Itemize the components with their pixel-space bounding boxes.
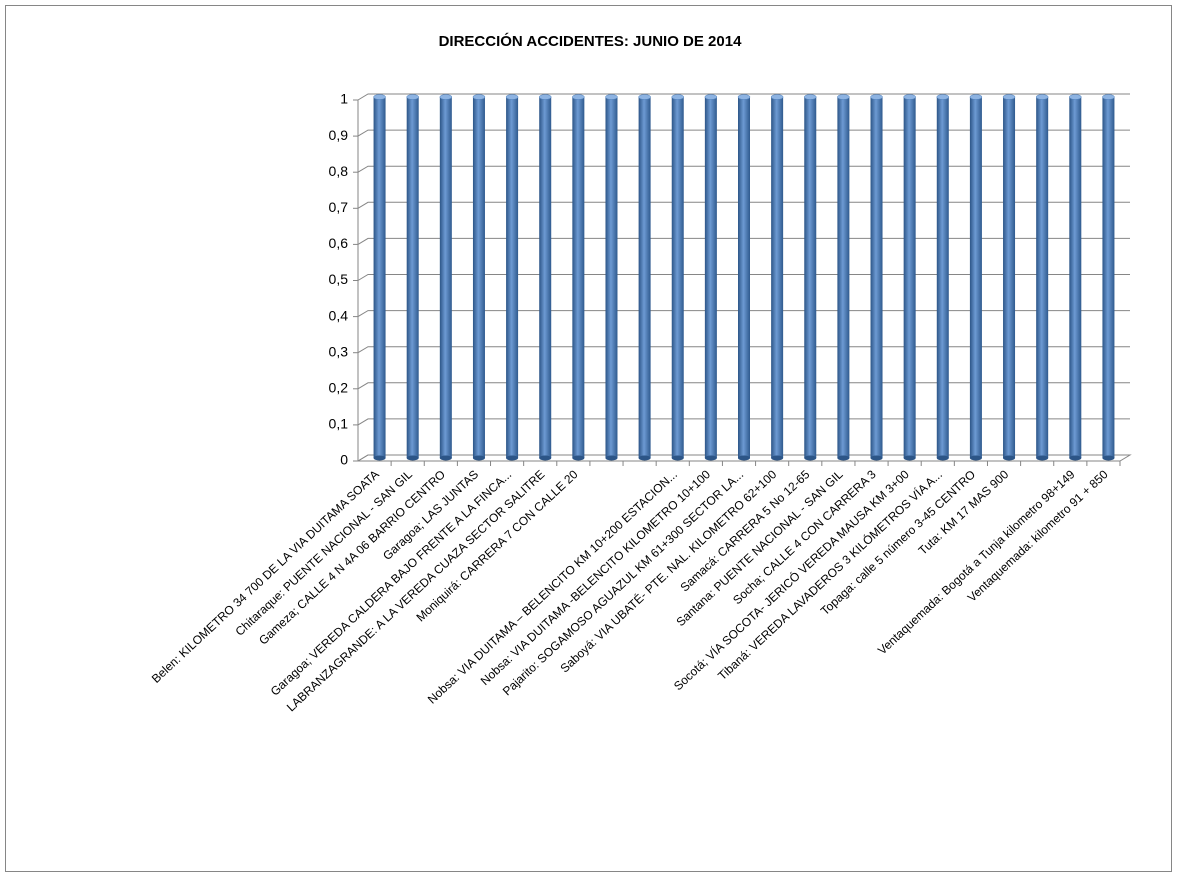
bar-top bbox=[671, 94, 684, 100]
bar-base bbox=[406, 455, 419, 461]
bar-base bbox=[671, 455, 684, 461]
bar-top bbox=[572, 94, 585, 100]
bar-top bbox=[538, 94, 552, 100]
bar-top bbox=[406, 94, 419, 100]
bar bbox=[1036, 97, 1049, 458]
bar-base bbox=[738, 455, 750, 461]
bar-base bbox=[373, 455, 386, 461]
y-tick-label: 0,9 bbox=[329, 127, 349, 143]
bar bbox=[539, 97, 552, 458]
bar-top bbox=[505, 94, 519, 100]
bar-base bbox=[605, 455, 618, 461]
bar bbox=[506, 97, 519, 458]
bar-top bbox=[770, 94, 784, 100]
bar-top bbox=[704, 94, 718, 100]
bar-top bbox=[1102, 94, 1115, 100]
y-tick-label: 0,3 bbox=[329, 343, 349, 359]
bar-base bbox=[936, 455, 949, 461]
bar-top bbox=[837, 94, 850, 100]
bar-base bbox=[903, 455, 916, 461]
bar bbox=[903, 97, 916, 458]
bar-top bbox=[936, 94, 950, 100]
bar-base bbox=[472, 455, 485, 461]
bar bbox=[1102, 97, 1115, 458]
bar-base bbox=[1069, 455, 1082, 461]
y-tick-label: 0,5 bbox=[329, 271, 349, 287]
y-tick-label: 0,1 bbox=[329, 416, 349, 432]
bar-base bbox=[771, 455, 784, 461]
bar-base bbox=[837, 455, 850, 461]
bar bbox=[837, 97, 850, 458]
y-tick-label: 0,6 bbox=[329, 235, 349, 251]
bar-base bbox=[870, 455, 883, 461]
bar-top bbox=[903, 94, 916, 100]
y-tick-label: 0,8 bbox=[329, 163, 349, 179]
bar bbox=[1069, 97, 1082, 458]
bar-base bbox=[1003, 455, 1016, 461]
bar bbox=[1003, 97, 1016, 458]
chart-frame bbox=[5, 5, 1172, 872]
bar bbox=[671, 97, 684, 458]
bar-base bbox=[539, 455, 552, 461]
bar-base bbox=[1102, 455, 1115, 461]
bar-top bbox=[1002, 94, 1016, 100]
bar-top bbox=[439, 94, 453, 100]
chart-title: DIRECCIÓN ACCIDENTES: JUNIO DE 2014 bbox=[439, 32, 742, 50]
bar bbox=[439, 97, 452, 458]
y-tick-label: 0,2 bbox=[329, 380, 349, 396]
bar bbox=[373, 97, 386, 458]
bar-base bbox=[506, 455, 519, 461]
bar bbox=[406, 97, 419, 458]
bar-base bbox=[1036, 455, 1049, 461]
bar-top bbox=[472, 94, 486, 100]
y-tick-label: 0,7 bbox=[329, 199, 349, 215]
bar-top bbox=[1069, 94, 1082, 100]
bar-base bbox=[969, 455, 982, 461]
bar-top bbox=[605, 94, 618, 100]
bar-top bbox=[638, 94, 651, 100]
bar-base bbox=[804, 455, 817, 461]
bar-top bbox=[969, 94, 983, 100]
bar-top bbox=[870, 94, 883, 100]
y-tick-label: 1 bbox=[340, 91, 348, 107]
bar-base bbox=[638, 455, 651, 461]
bar bbox=[771, 97, 784, 458]
bar-top bbox=[1035, 94, 1049, 100]
bar bbox=[704, 97, 717, 458]
bar-base bbox=[439, 455, 452, 461]
y-tick-label: 0 bbox=[340, 452, 348, 468]
bar-base bbox=[704, 455, 717, 461]
bar bbox=[969, 97, 982, 458]
bar-top bbox=[804, 94, 817, 100]
bar-base bbox=[572, 455, 585, 461]
bar bbox=[572, 97, 585, 458]
bar-top bbox=[373, 94, 386, 100]
bar bbox=[472, 97, 485, 458]
bar bbox=[804, 97, 817, 458]
grid-line bbox=[357, 93, 1130, 101]
bar bbox=[936, 97, 949, 458]
bar bbox=[605, 97, 618, 458]
bar-top bbox=[737, 94, 751, 100]
y-tick-label: 0,4 bbox=[329, 307, 349, 323]
bar bbox=[738, 97, 750, 458]
bar bbox=[870, 97, 883, 458]
bar bbox=[638, 97, 651, 458]
